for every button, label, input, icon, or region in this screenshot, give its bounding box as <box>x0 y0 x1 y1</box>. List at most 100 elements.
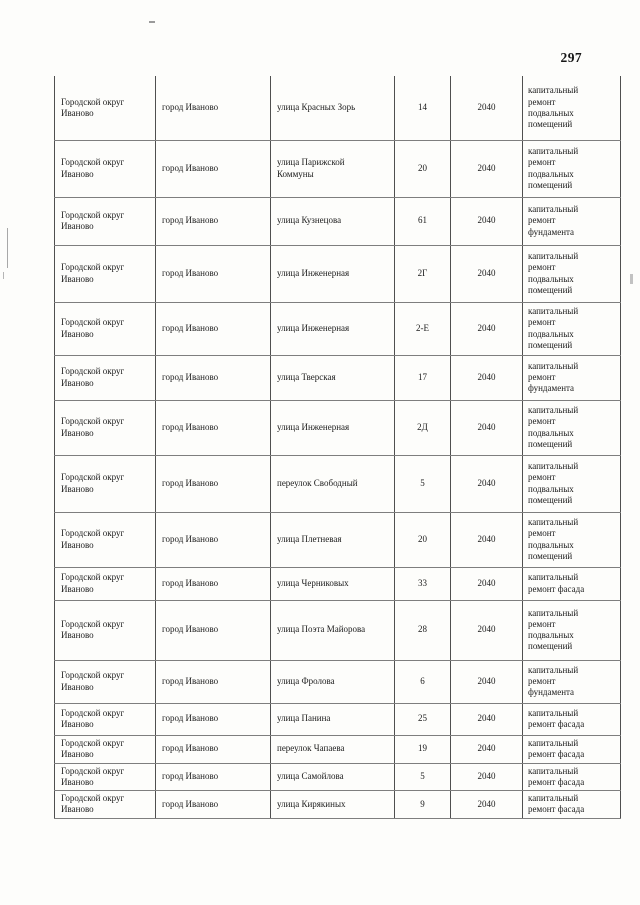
cell-house-number: 5 <box>394 762 451 791</box>
cell-work-type: капитальный ремонт подвальных помещений <box>522 599 621 661</box>
cell-city: город Иваново <box>155 511 271 568</box>
cell-street: переулок Свободный <box>270 454 395 513</box>
cell-street: улица Поэта Майорова <box>270 599 395 661</box>
cell-street: улица Красных Зорь <box>270 76 395 141</box>
cell-district: Городской округ Иваново <box>54 399 156 456</box>
cell-street: улица Инженерная <box>270 301 395 356</box>
cell-street: улица Кузнецова <box>270 196 395 246</box>
cell-district: Городской округ Иваново <box>54 354 156 401</box>
table-row: Городской округ Иваново город Иваново ул… <box>54 244 621 303</box>
table-row: Городской округ Иваново город Иваново пе… <box>54 454 621 513</box>
cell-work-type: капитальный ремонт подвальных помещений <box>522 399 621 456</box>
cell-year: 2040 <box>450 599 523 661</box>
cell-city: город Иваново <box>155 566 271 601</box>
table-row: Городской округ Иваново город Иваново ул… <box>54 196 621 246</box>
cell-city: город Иваново <box>155 244 271 303</box>
cell-year: 2040 <box>450 762 523 791</box>
cell-year: 2040 <box>450 734 523 764</box>
cell-house-number: 2-Е <box>394 301 451 356</box>
cell-work-type: капитальный ремонт фасада <box>522 702 621 736</box>
cell-district: Городской округ Иваново <box>54 702 156 736</box>
table-row: Городской округ Иваново город Иваново ул… <box>54 659 621 704</box>
table-row: Городской округ Иваново город Иваново ул… <box>54 76 621 141</box>
cell-work-type: капитальный ремонт подвальных помещений <box>522 454 621 513</box>
cell-street: улица Кирякиных <box>270 789 395 819</box>
table-row: Городской округ Иваново город Иваново ул… <box>54 511 621 568</box>
cell-year: 2040 <box>450 244 523 303</box>
cell-work-type: капитальный ремонт фасада <box>522 789 621 819</box>
cell-year: 2040 <box>450 196 523 246</box>
cell-work-type: капитальный ремонт фундамента <box>522 354 621 401</box>
cell-street: улица Плетневая <box>270 511 395 568</box>
cell-district: Городской округ Иваново <box>54 139 156 198</box>
table-row: Городской округ Иваново город Иваново ул… <box>54 762 621 791</box>
cell-house-number: 2Г <box>394 244 451 303</box>
cell-city: город Иваново <box>155 599 271 661</box>
cell-district: Городской округ Иваново <box>54 244 156 303</box>
cell-year: 2040 <box>450 566 523 601</box>
cell-house-number: 33 <box>394 566 451 601</box>
cell-house-number: 5 <box>394 454 451 513</box>
cell-district: Городской округ Иваново <box>54 196 156 246</box>
cell-street: улица Фролова <box>270 659 395 704</box>
scan-artifact-left-tick <box>3 272 4 279</box>
cell-city: город Иваново <box>155 454 271 513</box>
table-row: Городской округ Иваново город Иваново пе… <box>54 734 621 764</box>
cell-work-type: капитальный ремонт подвальных помещений <box>522 511 621 568</box>
cell-house-number: 6 <box>394 659 451 704</box>
scan-artifact-right-mark <box>630 274 633 284</box>
cell-district: Городской округ Иваново <box>54 566 156 601</box>
cell-city: город Иваново <box>155 659 271 704</box>
cell-district: Городской округ Иваново <box>54 76 156 141</box>
cell-year: 2040 <box>450 789 523 819</box>
cell-year: 2040 <box>450 354 523 401</box>
cell-year: 2040 <box>450 76 523 141</box>
cell-year: 2040 <box>450 511 523 568</box>
table-row: Городской округ Иваново город Иваново ул… <box>54 139 621 198</box>
cell-street: улица Инженерная <box>270 244 395 303</box>
cell-year: 2040 <box>450 702 523 736</box>
cell-work-type: капитальный ремонт подвальных помещений <box>522 301 621 356</box>
table-row: Городской округ Иваново город Иваново ул… <box>54 301 621 356</box>
scan-artifact-dash <box>149 21 155 23</box>
table-body: Городской округ Иваново город Иваново ул… <box>54 76 621 819</box>
cell-street: улица Инженерная <box>270 399 395 456</box>
cell-city: город Иваново <box>155 702 271 736</box>
cell-city: город Иваново <box>155 789 271 819</box>
cell-city: город Иваново <box>155 734 271 764</box>
cell-street: улица Черниковых <box>270 566 395 601</box>
table-row: Городской округ Иваново город Иваново ул… <box>54 566 621 601</box>
cell-district: Городской округ Иваново <box>54 659 156 704</box>
cell-work-type: капитальный ремонт подвальных помещений <box>522 139 621 198</box>
cell-city: город Иваново <box>155 354 271 401</box>
cell-city: город Иваново <box>155 76 271 141</box>
cell-house-number: 28 <box>394 599 451 661</box>
scan-artifact-left-line <box>7 228 8 268</box>
cell-house-number: 19 <box>394 734 451 764</box>
cell-house-number: 14 <box>394 76 451 141</box>
cell-city: город Иваново <box>155 399 271 456</box>
cell-work-type: капитальный ремонт фундамента <box>522 659 621 704</box>
cell-work-type: капитальный ремонт подвальных помещений <box>522 244 621 303</box>
cell-year: 2040 <box>450 301 523 356</box>
table-row: Городской округ Иваново город Иваново ул… <box>54 599 621 661</box>
cell-city: город Иваново <box>155 762 271 791</box>
cell-district: Городской округ Иваново <box>54 599 156 661</box>
cell-city: город Иваново <box>155 301 271 356</box>
cell-year: 2040 <box>450 454 523 513</box>
table-row: Городской округ Иваново город Иваново ул… <box>54 789 621 819</box>
cell-street: улица Тверская <box>270 354 395 401</box>
cell-district: Городской округ Иваново <box>54 454 156 513</box>
cell-work-type: капитальный ремонт подвальных помещений <box>522 76 621 141</box>
page-number: 297 <box>560 50 582 65</box>
cell-year: 2040 <box>450 659 523 704</box>
cell-house-number: 9 <box>394 789 451 819</box>
cell-work-type: капитальный ремонт фасада <box>522 566 621 601</box>
cell-street: улица Парижской Коммуны <box>270 139 395 198</box>
cell-year: 2040 <box>450 399 523 456</box>
cell-street: улица Панина <box>270 702 395 736</box>
cell-district: Городской округ Иваново <box>54 734 156 764</box>
cell-year: 2040 <box>450 139 523 198</box>
cell-city: город Иваново <box>155 196 271 246</box>
